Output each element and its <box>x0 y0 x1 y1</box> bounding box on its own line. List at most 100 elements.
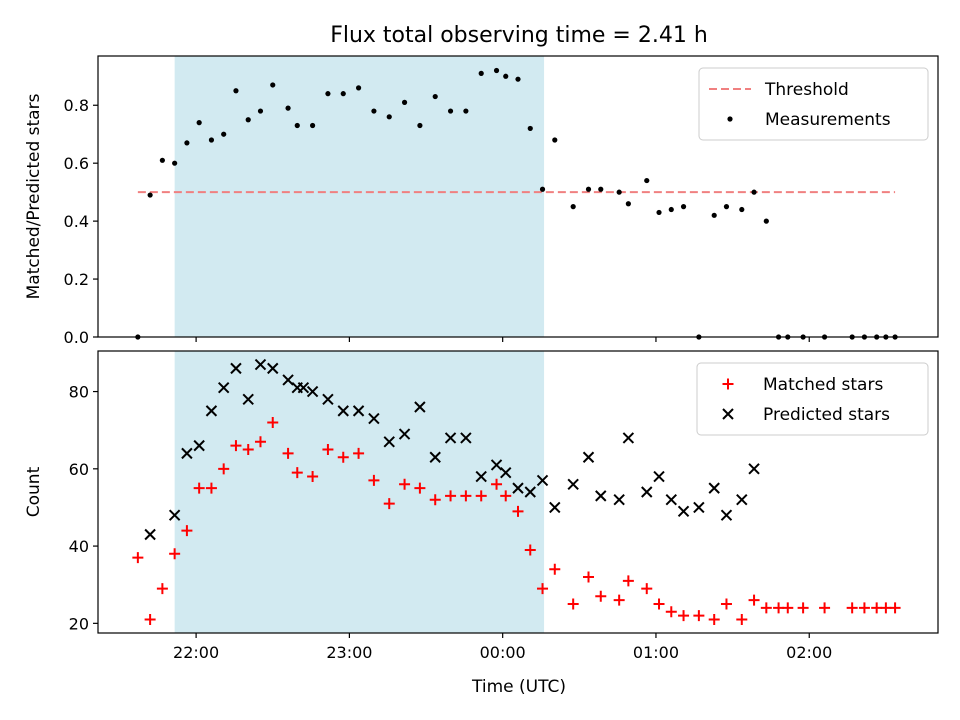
data-point <box>500 490 512 502</box>
data-point <box>773 602 785 614</box>
data-point <box>748 594 760 606</box>
data-point <box>306 385 319 398</box>
legend-label: Measurements <box>765 110 891 130</box>
data-point <box>401 99 408 105</box>
x-tick-label: 22:00 <box>173 643 219 662</box>
data-point <box>760 602 772 614</box>
data-point <box>653 598 665 610</box>
data-point <box>181 525 193 537</box>
data-point <box>475 470 487 483</box>
data-point <box>445 490 457 502</box>
x-tick-label: 23:00 <box>326 643 372 662</box>
x-tick-label: 02:00 <box>786 643 832 662</box>
data-point <box>678 610 690 622</box>
data-point <box>337 405 349 417</box>
data-point <box>680 204 687 210</box>
data-point <box>880 602 892 614</box>
data-point <box>739 206 745 213</box>
data-point <box>254 436 266 448</box>
data-point <box>417 122 423 129</box>
x-tick-label: 00:00 <box>480 643 526 662</box>
data-point <box>693 610 705 622</box>
legend-marker-swatch <box>722 408 734 420</box>
chart-title: Flux total observing time = 2.41 h <box>330 23 708 48</box>
data-point <box>641 486 653 498</box>
data-point <box>537 583 549 595</box>
data-point <box>242 444 254 456</box>
data-point <box>582 451 595 463</box>
data-point <box>567 598 579 610</box>
data-point <box>598 186 604 192</box>
data-point <box>567 478 579 490</box>
data-point <box>168 509 181 521</box>
data-point <box>751 189 757 195</box>
data-point <box>193 482 205 494</box>
bottom-panel: 20 40 60 80 22:00 23:00 00:00 01:00 02:00 Count Ma… <box>24 350 939 662</box>
data-point <box>653 470 665 483</box>
legend-box <box>696 362 929 436</box>
data-point <box>622 575 634 587</box>
data-point <box>552 137 558 143</box>
data-point <box>503 73 509 79</box>
data-point <box>267 416 279 428</box>
data-point <box>270 82 276 88</box>
axes-frame <box>97 55 939 338</box>
data-point <box>267 362 279 375</box>
y-axis-label: Matched/Predicted stars <box>24 93 44 299</box>
data-point <box>322 393 334 405</box>
data-point <box>723 204 730 210</box>
y-tick-label: 0.8 <box>64 96 89 115</box>
data-point <box>748 463 760 475</box>
data-point <box>515 76 521 82</box>
data-point <box>297 381 310 394</box>
data-point <box>475 490 487 502</box>
legend-label: Predicted stars <box>763 405 890 425</box>
data-point <box>383 436 395 448</box>
data-point <box>736 613 748 625</box>
observing-window-shade <box>174 351 545 633</box>
data-point <box>368 474 380 486</box>
data-point <box>512 505 524 517</box>
data-point <box>677 505 690 518</box>
y-tick-label: 0.6 <box>64 154 89 173</box>
y-tick-label: 0.2 <box>64 270 89 289</box>
data-point <box>641 583 653 595</box>
data-point <box>720 509 733 521</box>
data-point <box>383 498 395 510</box>
data-point <box>353 447 365 459</box>
data-point <box>432 93 438 100</box>
legend-marker-swatch <box>727 116 733 122</box>
data-point <box>205 482 217 494</box>
data-point <box>282 447 294 459</box>
data-point <box>490 459 503 471</box>
legend-marker-swatch <box>722 378 734 390</box>
data-point <box>221 131 227 137</box>
data-point <box>159 157 165 163</box>
data-point <box>527 125 533 132</box>
data-point <box>613 594 625 606</box>
y-tick-label: 0.4 <box>64 212 89 231</box>
data-point <box>352 405 365 417</box>
y-axis-label: Count <box>24 466 44 517</box>
data-point <box>307 471 319 483</box>
y-tick-label: 0.0 <box>64 328 89 347</box>
data-point <box>340 91 346 97</box>
data-point <box>460 490 472 502</box>
data-point <box>444 432 457 444</box>
data-point <box>797 602 809 614</box>
data-point <box>665 494 677 506</box>
x-axis-label: Time (UTC) <box>471 677 566 697</box>
y-tick-label: 20 <box>69 614 89 633</box>
data-point <box>524 544 536 556</box>
data-point <box>337 451 349 463</box>
data-point <box>193 439 205 452</box>
data-point <box>668 206 674 213</box>
data-point <box>217 381 230 394</box>
data-point <box>429 451 441 463</box>
data-point <box>386 114 392 120</box>
data-point <box>218 463 230 475</box>
data-point <box>144 528 156 541</box>
data-point <box>491 478 503 490</box>
data-point <box>711 212 717 218</box>
y-tick-label: 40 <box>69 537 89 556</box>
